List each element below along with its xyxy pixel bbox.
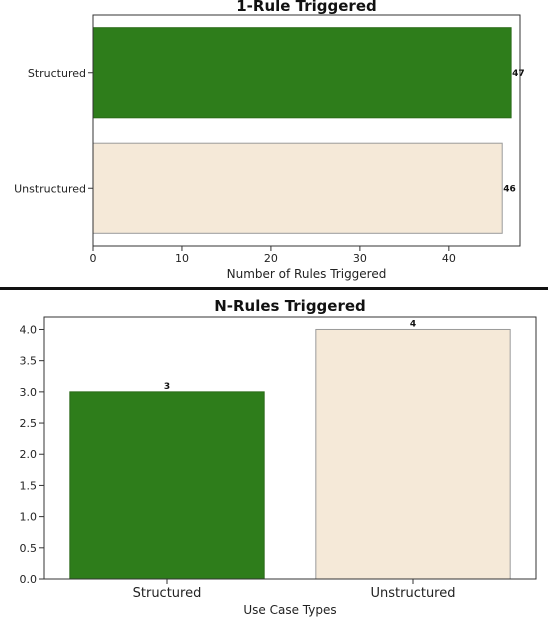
chart-1-rule-triggered: 1-Rule Triggered 47 Structured 46 Unstructur… [0, 0, 548, 286]
bar-structured [69, 391, 265, 580]
y-tick-label-unstructured: Unstructured [14, 182, 86, 195]
y-tick-label-1-5: 1.5 [20, 479, 38, 492]
y-tick-label-0-5: 0.5 [20, 542, 38, 555]
plot-frame [92, 14, 521, 247]
x-axis-label: Number of Rules Triggered [227, 267, 387, 281]
chart-n-rules-triggered: N-Rules Triggered 0.0 0.5 1.0 1.5 2.0 2.5 3.0 3.… [0, 292, 548, 618]
x-tick-label-unstructured: Unstructured [370, 586, 455, 601]
y-tick-label-2-5: 2.5 [20, 417, 38, 430]
x-tick-label-structured: Structured [133, 586, 202, 601]
chart-title: N-Rules Triggered [214, 297, 366, 315]
bar-unstructured [92, 142, 503, 234]
x-tick-label-30: 30 [353, 252, 367, 265]
data-label-unstructured: 4 [410, 319, 416, 329]
x-axis-label: Use Case Types [243, 603, 336, 617]
y-tick-label-3: 3.0 [20, 386, 38, 399]
data-label-structured: 3 [164, 382, 170, 392]
panel-divider [0, 287, 548, 290]
x-tick-label-20: 20 [264, 252, 278, 265]
bar-structured [92, 27, 512, 119]
y-tick-label-3-5: 3.5 [20, 355, 38, 368]
y-tick-label-2: 2.0 [20, 448, 38, 461]
data-label-unstructured: 46 [503, 184, 516, 194]
x-tick-label-10: 10 [175, 252, 189, 265]
x-tick-label-0: 0 [90, 252, 97, 265]
chart-title: 1-Rule Triggered [236, 0, 377, 15]
y-tick-label-4: 4.0 [20, 323, 38, 336]
y-tick-label-structured: Structured [28, 67, 86, 80]
y-tick-label-0: 0.0 [20, 573, 38, 586]
y-tick-label-1: 1.0 [20, 511, 38, 524]
plot-frame [43, 316, 537, 580]
bar-unstructured [315, 328, 511, 580]
chart-1-rule-triggered-svg: 1-Rule Triggered 47 Structured 46 Unstructur… [14, 0, 525, 281]
x-tick-label-40: 40 [442, 252, 456, 265]
chart-n-rules-triggered-svg: N-Rules Triggered 0.0 0.5 1.0 1.5 2.0 2.5 3.0 3.… [20, 297, 537, 617]
data-label-structured: 47 [512, 69, 525, 79]
